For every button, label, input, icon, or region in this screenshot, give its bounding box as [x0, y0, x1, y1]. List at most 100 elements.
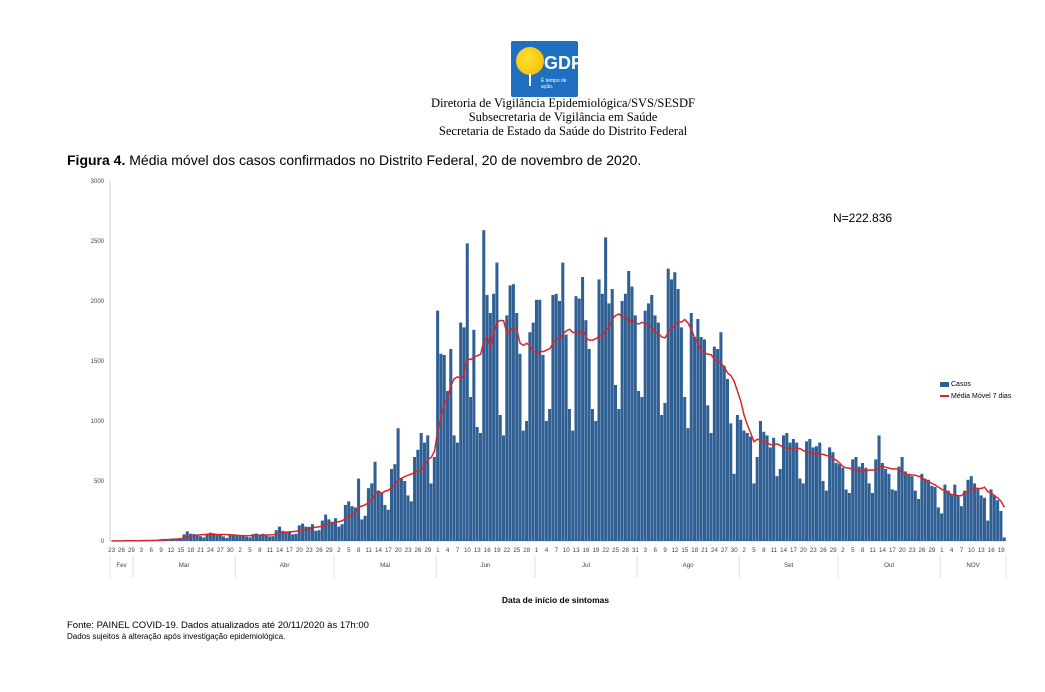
- bar-cases: [666, 268, 670, 541]
- bar-cases: [373, 461, 377, 541]
- bar-cases: [758, 421, 762, 541]
- bar-cases: [426, 435, 430, 541]
- header-line-secretariat: Secretaria de Estado da Saúde do Distrit…: [438, 124, 688, 138]
- footer-note: Dados sujeitos à alteração após investig…: [67, 632, 286, 641]
- bar-cases: [475, 427, 479, 541]
- bar-cases: [561, 262, 565, 541]
- bar-cases: [973, 483, 977, 541]
- bar-cases: [920, 473, 924, 541]
- x-tick-label: 6: [653, 547, 657, 554]
- y-tick-label: 3000: [91, 179, 105, 185]
- bar-cases: [910, 476, 914, 541]
- bar-cases: [956, 495, 960, 541]
- bar-cases: [706, 405, 710, 541]
- bar-cases: [950, 494, 954, 541]
- x-tick-label: 17: [286, 547, 293, 554]
- bar-cases: [231, 534, 235, 541]
- bar-cases: [719, 332, 723, 541]
- bar-cases: [558, 301, 562, 541]
- x-tick-label: 7: [555, 547, 559, 554]
- bar-cases: [406, 495, 410, 541]
- x-tick-label: 24: [711, 547, 718, 554]
- bar-cases: [594, 421, 598, 541]
- bar-cases: [679, 327, 683, 541]
- x-tick-label: 26: [316, 547, 323, 554]
- bar-cases: [587, 349, 591, 541]
- bar-cases: [739, 419, 743, 541]
- bar-cases: [429, 483, 433, 541]
- x-tick-label: 16: [988, 547, 995, 554]
- x-tick-label: 26: [820, 547, 827, 554]
- bar-cases: [986, 520, 990, 541]
- bar-cases: [627, 271, 631, 541]
- x-tick-label: 20: [395, 547, 402, 554]
- bar-cases: [709, 433, 713, 541]
- bar-cases: [511, 284, 515, 541]
- bar-cases: [838, 464, 842, 541]
- bar-cases: [966, 479, 970, 541]
- x-axis-title: Data de início de sintomas: [501, 595, 610, 605]
- x-tick-label: 8: [258, 547, 262, 554]
- figure-caption: Figura 4. Média móvel dos casos confirma…: [67, 152, 641, 168]
- bar-cases: [683, 397, 687, 541]
- y-tick-label: 2000: [91, 299, 105, 305]
- bar-cases: [755, 457, 759, 541]
- x-tick-label: 29: [830, 547, 837, 554]
- x-tick-label: 5: [347, 547, 351, 554]
- bar-cases: [225, 538, 229, 541]
- x-tick-label: 29: [128, 547, 135, 554]
- bar-cases: [785, 433, 789, 541]
- bar-cases: [396, 428, 400, 541]
- bar-cases: [844, 489, 848, 541]
- bar-cases: [953, 484, 957, 541]
- bar-cases: [574, 296, 578, 541]
- bar-cases: [913, 490, 917, 541]
- figure-caption-text: Média móvel dos casos confirmados no Dis…: [125, 152, 642, 168]
- bar-cases: [874, 459, 878, 541]
- x-tick-label: 25: [612, 547, 619, 554]
- bar-cases: [660, 415, 664, 541]
- x-tick-label: 18: [187, 547, 194, 554]
- bar-cases: [198, 536, 202, 541]
- x-tick-label: 23: [306, 547, 313, 554]
- bar-cases: [192, 534, 196, 541]
- bar-cases: [854, 457, 858, 541]
- bar-cases: [291, 534, 295, 541]
- bar-cases: [544, 421, 548, 541]
- bar-cases: [251, 534, 255, 541]
- bar-cases: [436, 310, 440, 541]
- bar-cases: [304, 526, 308, 541]
- bar-cases: [722, 365, 726, 541]
- bar-cases: [422, 442, 426, 541]
- bar-cases: [726, 379, 730, 541]
- y-tick-label: 2500: [91, 239, 105, 245]
- x-tick-label: 20: [296, 547, 303, 554]
- x-tick-label: 8: [762, 547, 766, 554]
- bar-cases: [646, 303, 650, 541]
- bar-cases: [314, 530, 318, 541]
- bar-cases: [241, 535, 245, 541]
- x-tick-label: 7: [960, 547, 964, 554]
- bar-cases: [752, 483, 756, 541]
- bar-cases: [449, 349, 453, 541]
- bar-cases: [189, 533, 193, 541]
- bar-cases: [749, 436, 753, 541]
- bar-cases: [640, 397, 644, 541]
- legend-label-cases: Casos: [951, 381, 971, 388]
- bar-cases: [689, 313, 693, 541]
- bar-cases: [890, 489, 894, 541]
- bar-cases: [409, 501, 413, 541]
- bar-cases: [969, 476, 973, 541]
- x-tick-label: 16: [583, 547, 590, 554]
- x-tick-label: 12: [167, 547, 174, 554]
- x-tick-label: 1: [940, 547, 944, 554]
- bar-cases: [202, 537, 206, 541]
- x-tick-label: 5: [752, 547, 756, 554]
- gdf-logo: GDF É tempo de ação.: [511, 41, 582, 97]
- bar-cases: [175, 539, 179, 541]
- bar-cases: [801, 483, 805, 541]
- x-tick-label: 23: [909, 547, 916, 554]
- bar-cases: [656, 322, 660, 541]
- bar-cases: [963, 490, 967, 541]
- bar-cases: [653, 315, 657, 541]
